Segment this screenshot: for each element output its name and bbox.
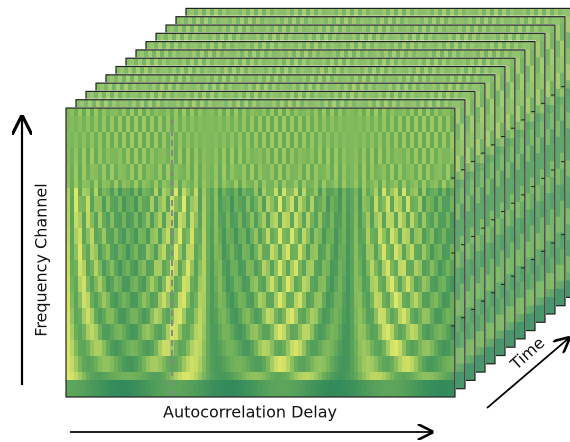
frame <box>65 107 459 405</box>
page: Frequency Channel Autocorrelation Delay … <box>0 0 570 442</box>
frame-heatmap <box>66 108 459 405</box>
y-axis-label: Frequency Channel <box>32 183 51 336</box>
x-axis-label: Autocorrelation Delay <box>163 403 337 422</box>
frame-stack <box>65 7 570 404</box>
correlogram-diagram: Frequency Channel Autocorrelation Delay … <box>0 0 570 442</box>
